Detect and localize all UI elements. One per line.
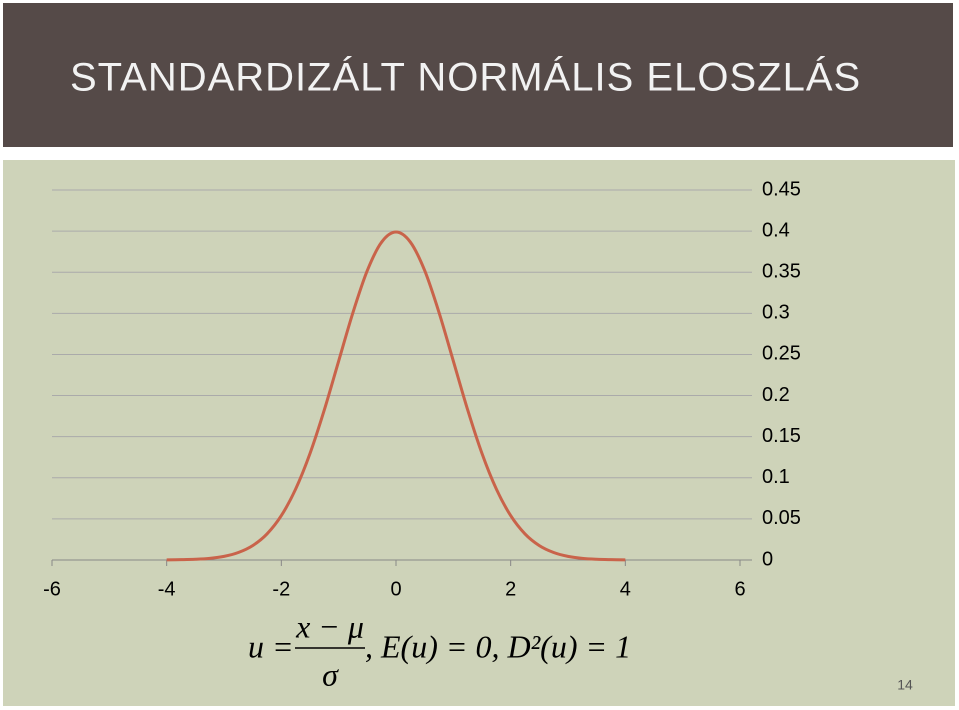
page-number: 14 <box>897 677 913 693</box>
y-tick-label: 0.35 <box>762 261 801 283</box>
y-tick-label: 0.3 <box>762 302 790 324</box>
x-tick-label: 2 <box>505 578 516 600</box>
y-tick-label: 0.15 <box>762 425 801 447</box>
x-tick-label: -2 <box>272 578 290 600</box>
formula-rest: , E(u) = 0, D²(u) = 1 <box>365 628 631 664</box>
formula-denominator: σ <box>322 656 339 692</box>
x-tick-label: 0 <box>390 578 401 600</box>
x-tick-label: 4 <box>620 578 631 600</box>
x-tick-label: -4 <box>158 578 176 600</box>
x-tick-label: 6 <box>734 578 745 600</box>
slide-title: STANDARDIZÁLT NORMÁLIS ELOSZLÁS <box>70 55 861 100</box>
title-bar <box>3 3 953 147</box>
y-tick-label: 0.4 <box>762 219 790 241</box>
y-tick-label: 0.25 <box>762 343 801 365</box>
formula-numerator: x − μ <box>295 608 364 644</box>
formula-lhs: u = <box>248 628 294 664</box>
x-tick-label: -6 <box>43 578 61 600</box>
y-tick-label: 0.1 <box>762 466 790 488</box>
line-series <box>166 230 626 562</box>
y-tick-label: 0.2 <box>762 384 790 406</box>
y-tick-label: 0.45 <box>762 178 801 200</box>
chart-area <box>3 160 955 706</box>
y-tick-label: 0.05 <box>762 507 801 529</box>
plot: 0 0.05 0.1 0.15 0.2 0.25 0.3 0.35 0.4 0.45 -6 -4 -2 0… <box>43 178 801 600</box>
y-tick-label: 0 <box>762 548 773 570</box>
